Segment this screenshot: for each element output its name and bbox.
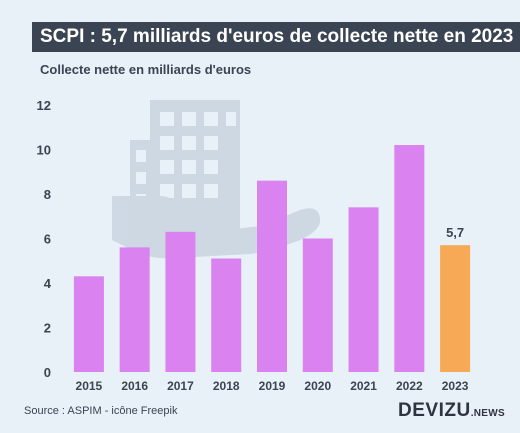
bar-2020 xyxy=(302,238,333,372)
bar-2019 xyxy=(257,180,287,372)
chart-title: SCPI : 5,7 milliards d'euros de collecte… xyxy=(32,22,520,52)
y-axis-caption: Collecte nette en milliards d'euros xyxy=(40,62,252,77)
y-tick-label: 6 xyxy=(44,232,51,247)
x-tick-label: 2019 xyxy=(259,379,286,393)
y-tick-label: 12 xyxy=(37,98,51,113)
y-tick-label: 4 xyxy=(44,276,52,291)
bar-2022 xyxy=(394,145,425,372)
y-tick-label: 2 xyxy=(44,321,51,336)
brand-logo: DEVIZU.NEWS xyxy=(398,400,505,422)
data-label: 5,7 xyxy=(446,225,464,240)
bar-2017 xyxy=(165,231,196,372)
x-tick-label: 2017 xyxy=(167,379,194,393)
y-tick-label: 10 xyxy=(37,143,51,158)
x-tick-label: 2022 xyxy=(396,379,423,393)
brand-name: DEVIZU xyxy=(398,400,471,421)
bar-2021 xyxy=(348,207,379,372)
x-tick-label: 2016 xyxy=(121,379,148,393)
brand-suffix: .NEWS xyxy=(470,408,505,419)
bar-2016 xyxy=(119,247,150,372)
bar-2018 xyxy=(211,258,242,372)
building-in-hand-icon xyxy=(112,100,321,259)
y-tick-label: 8 xyxy=(44,187,51,202)
x-tick-label: 2020 xyxy=(304,379,331,393)
x-tick-label: 2021 xyxy=(350,379,377,393)
bar-2023 xyxy=(440,245,471,372)
x-tick-label: 2023 xyxy=(442,379,469,393)
source-note: Source : ASPIM - icône Freepik xyxy=(24,405,178,417)
x-tick-label: 2015 xyxy=(76,379,103,393)
bar-2015 xyxy=(73,276,104,372)
x-tick-label: 2018 xyxy=(213,379,240,393)
y-tick-label: 0 xyxy=(44,365,51,380)
